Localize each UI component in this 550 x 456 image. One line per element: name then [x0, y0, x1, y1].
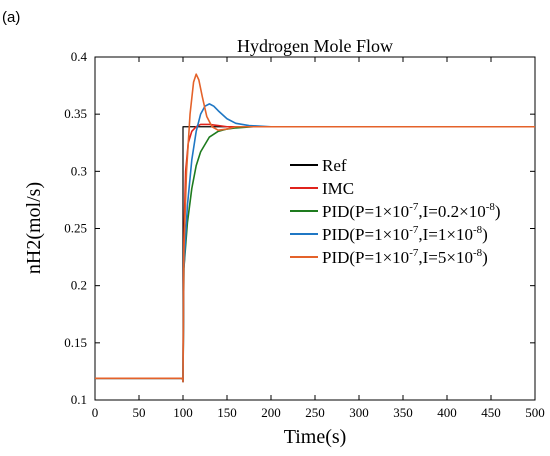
y-axis-label: nH2(mol/s)	[23, 182, 45, 274]
panel-label: (a)	[2, 9, 20, 26]
series-line-5	[95, 73, 535, 383]
y-tick-label: 0.25	[64, 221, 87, 236]
plot-area: 0 50 100 150 200 250 300 350 400 450 500 0.1 0.15 0.2…	[64, 49, 545, 420]
y-tick-label: 0.3	[71, 163, 87, 178]
x-tick-label: 200	[261, 405, 281, 420]
x-tick-label: 500	[525, 405, 545, 420]
legend-label-4: PID(P=1×10-7,I=1×10-8)	[322, 224, 488, 244]
y-tick-label: 0.35	[64, 106, 87, 121]
legend-label-1: Ref	[322, 156, 347, 175]
legend-label-3: PID(P=1×10-7,I=0.2×10-8)	[322, 201, 501, 221]
x-tick-label: 50	[133, 405, 146, 420]
y-tick-label: 0.15	[64, 335, 87, 350]
y-tick-label: 0.4	[71, 49, 88, 64]
y-tick-label: 0.2	[71, 278, 87, 293]
x-tick-label: 450	[481, 405, 501, 420]
x-tick-label: 400	[437, 405, 457, 420]
legend: Ref IMC PID(P=1×10-7,I=0.2×10-8) PID(P=1×10…	[290, 156, 501, 267]
x-tick-label: 350	[393, 405, 413, 420]
x-tick-label: 100	[173, 405, 193, 420]
x-tick-label: 250	[305, 405, 325, 420]
x-tick-label: 0	[92, 405, 99, 420]
y-tick-label: 0.1	[71, 392, 87, 407]
x-axis-label: Time(s)	[284, 426, 347, 448]
legend-label-2: IMC	[322, 179, 354, 198]
chart-title: Hydrogen Mole Flow	[237, 36, 393, 56]
x-tick-label: 150	[217, 405, 237, 420]
x-tick-label: 300	[349, 405, 369, 420]
legend-label-5: PID(P=1×10-7,I=5×10-8)	[322, 247, 488, 267]
